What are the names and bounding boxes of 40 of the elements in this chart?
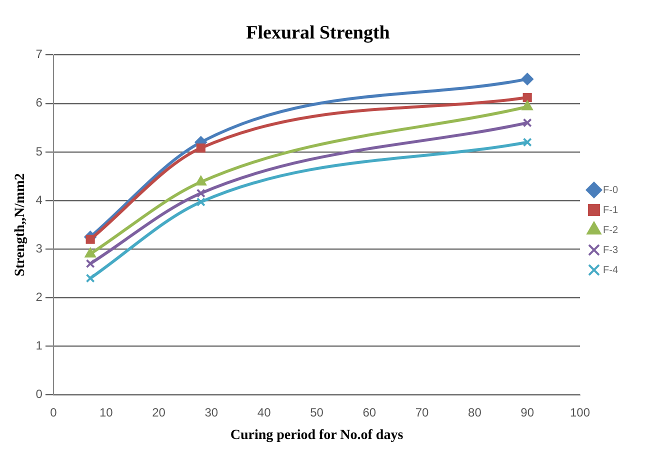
- y-axis-title: Strength,,N/mm2: [13, 173, 28, 276]
- y-tick-label: 0: [36, 387, 43, 402]
- x-tick-label: 50: [310, 405, 324, 420]
- point: [86, 274, 95, 283]
- x-tick-label: 60: [362, 405, 376, 420]
- x-tick-label: 90: [520, 405, 534, 420]
- point: [86, 259, 95, 268]
- point: [522, 118, 532, 128]
- x-tick-label: 40: [257, 405, 272, 420]
- point: [196, 176, 206, 186]
- point: [86, 234, 95, 244]
- legend-label: F-3: [603, 244, 618, 256]
- x-tick-label: 10: [99, 405, 114, 420]
- x-tick-label: 80: [468, 405, 482, 420]
- y-tick-label: 4: [36, 192, 43, 207]
- legend-label: F-4: [603, 264, 618, 276]
- y-tick-label: 5: [36, 144, 43, 158]
- y-tick-label: 3: [36, 241, 43, 256]
- y-tick-label: 1: [36, 338, 43, 353]
- point: [85, 248, 96, 258]
- y-tick-label: 6: [36, 96, 43, 110]
- point: [522, 93, 532, 102]
- x-tick-label: 0: [50, 405, 58, 420]
- legend-label: F-0: [603, 184, 618, 196]
- x-axis-title: Curing period for No.of days: [230, 428, 404, 444]
- legend-label: F-1: [603, 204, 618, 216]
- y-tick-label: 7: [36, 47, 43, 62]
- legend-label: F-2: [603, 224, 618, 236]
- point: [196, 144, 206, 153]
- x-tick-label: 70: [415, 405, 430, 420]
- point: [196, 197, 206, 207]
- y-tick-label: 2: [36, 290, 43, 304]
- point: [522, 100, 533, 110]
- x-tick-label: 100: [570, 405, 590, 420]
- x-tick-label: 30: [204, 405, 218, 420]
- point: [521, 73, 534, 86]
- chart-title: Flexural Strength: [246, 22, 390, 44]
- point: [522, 138, 532, 147]
- point: [196, 188, 206, 198]
- x-tick-label: 20: [152, 405, 166, 420]
